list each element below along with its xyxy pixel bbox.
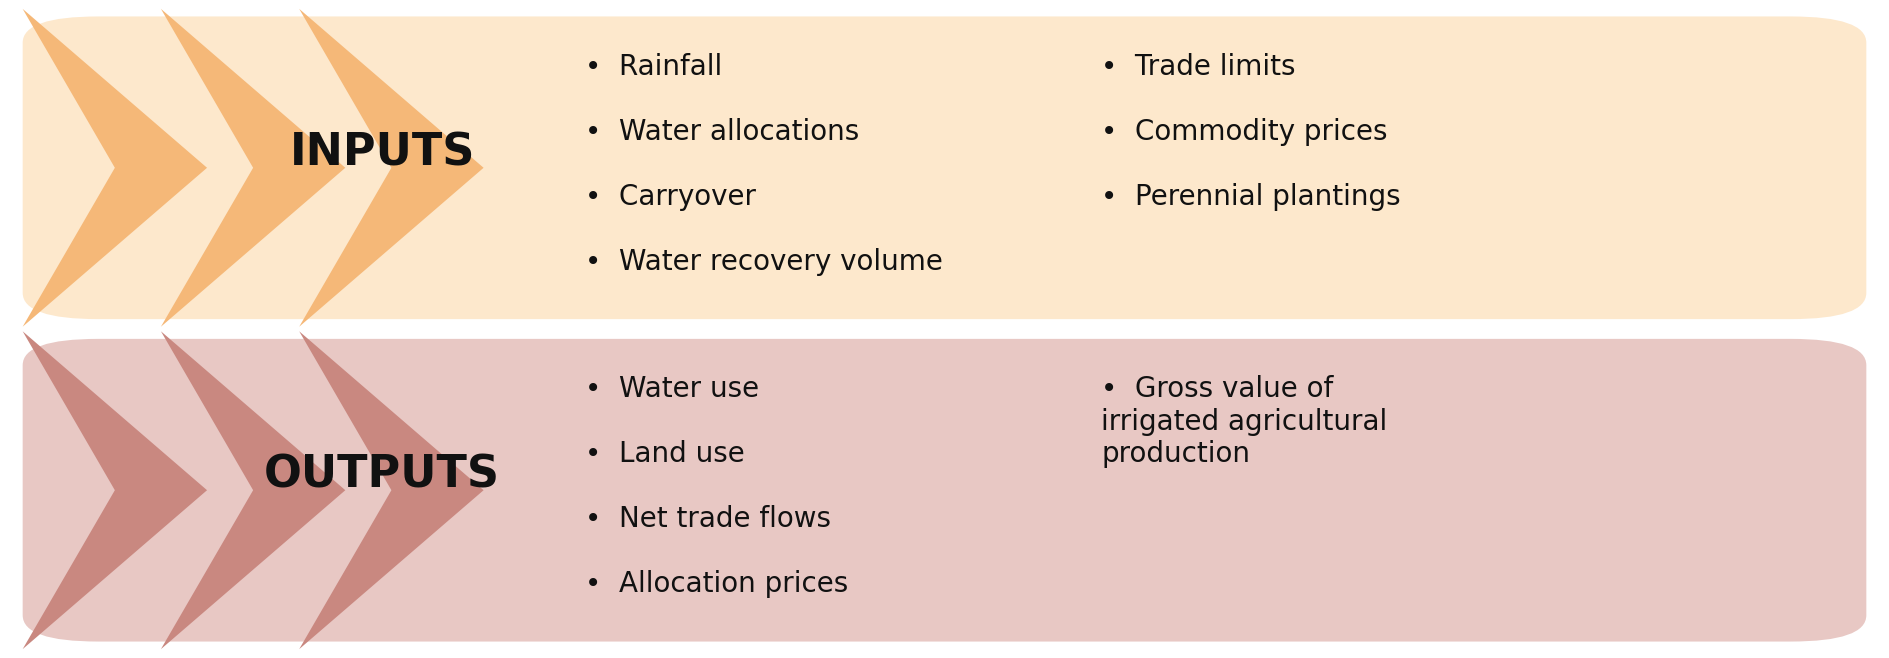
Text: •  Land use: • Land use [586, 440, 744, 468]
Text: •  Allocation prices: • Allocation prices [586, 570, 848, 598]
Text: OUTPUTS: OUTPUTS [264, 453, 501, 497]
Text: •  Rainfall: • Rainfall [586, 53, 722, 81]
Text: •  Trade limits: • Trade limits [1101, 53, 1296, 81]
Text: •  Gross value of
irrigated agricultural
production: • Gross value of irrigated agricultural … [1101, 375, 1387, 468]
Text: •  Perennial plantings: • Perennial plantings [1101, 183, 1402, 211]
Text: •  Water recovery volume: • Water recovery volume [586, 248, 943, 276]
Polygon shape [23, 9, 208, 326]
Polygon shape [298, 9, 484, 326]
Text: •  Net trade flows: • Net trade flows [586, 505, 831, 534]
Polygon shape [161, 332, 346, 649]
Text: •  Water allocations: • Water allocations [586, 118, 859, 146]
Text: •  Carryover: • Carryover [586, 183, 756, 211]
Polygon shape [161, 9, 346, 326]
FancyBboxPatch shape [23, 16, 1866, 319]
Polygon shape [298, 332, 484, 649]
FancyBboxPatch shape [23, 339, 1866, 642]
Polygon shape [23, 332, 208, 649]
Text: •  Commodity prices: • Commodity prices [1101, 118, 1388, 146]
Text: INPUTS: INPUTS [289, 131, 474, 174]
Text: •  Water use: • Water use [586, 375, 759, 403]
